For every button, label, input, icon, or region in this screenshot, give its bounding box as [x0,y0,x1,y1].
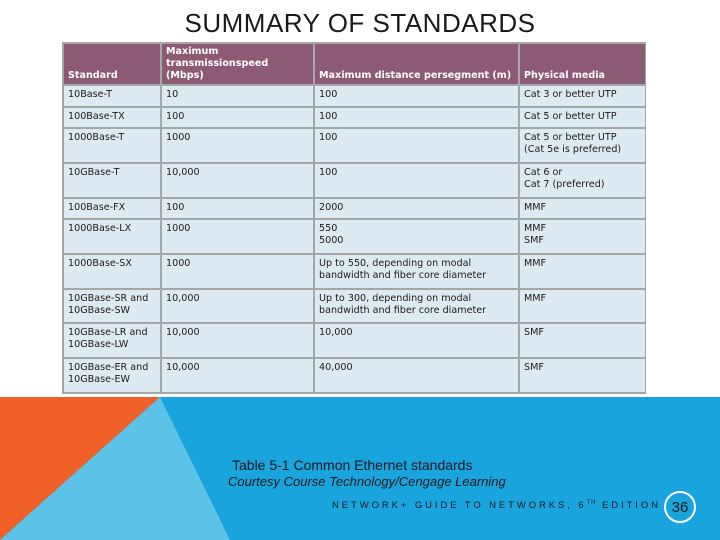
page-number-badge: 36 [664,491,696,523]
standards-table: Standard Maximum transmissionspeed (Mbps… [62,42,647,394]
standard-cell: 10Base-T [64,86,160,106]
header-physical-media: Physical media [520,44,645,84]
distance-cell: 40,000 [315,359,518,392]
speed-cell: 1000 [162,220,313,254]
distance-cell: 100 [315,86,518,106]
distance-cell: 550 5000 [315,220,518,254]
distance-cell: Up to 550, depending on modal bandwidth a… [315,255,518,288]
distance-cell: 100 [315,129,518,162]
standard-cell: 1000Base-SX [64,255,160,288]
table-row: 10GBase-T 10,000 100 Cat 6 or Cat 7 (preferr… [64,163,645,197]
distance-cell: Up to 300, depending on modal bandwidth a… [315,289,518,323]
header-standard: Standard [64,44,160,84]
media-cell: SMF [520,324,645,358]
decorative-footer-band [0,397,720,540]
table-row: 1000Base-LX 1000 550 5000 MMF SMF [64,220,645,254]
distance-cell: 2000 [315,198,518,219]
standard-cell: 10GBase-LR and 10GBase-LW [64,324,160,358]
media-cell: Cat 6 or Cat 7 (preferred) [520,163,645,197]
media-cell: Cat 5 or better UTP [520,107,645,128]
table-row: 100Base-FX 100 2000 MMF [64,198,645,219]
table-body: 10Base-T 10 100 Cat 3 or better UTP 100Base-… [64,86,645,392]
speed-cell: 1000 [162,129,313,162]
media-cell: MMF [520,255,645,288]
table-row: 10GBase-LR and 10GBase-LW 10,000 10,000 SMF [64,324,645,358]
media-cell: Cat 3 or better UTP [520,86,645,106]
table-header-row: Standard Maximum transmissionspeed (Mbps… [64,44,645,84]
header-max-distance: Maximum distance persegment (m) [315,44,518,84]
table-row: 100Base-TX 100 100 Cat 5 or better UTP [64,107,645,128]
distance-cell: 10,000 [315,324,518,358]
speed-cell: 10,000 [162,163,313,197]
standard-cell: 100Base-FX [64,198,160,219]
standard-cell: 1000Base-LX [64,220,160,254]
standard-cell: 10GBase-ER and 10GBase-EW [64,359,160,392]
distance-cell: 100 [315,163,518,197]
table-row: 1000Base-T 1000 100 Cat 5 or better UTP (Cat… [64,129,645,162]
standard-cell: 100Base-TX [64,107,160,128]
footer-book-title: NETWORK+ GUIDE TO NETWORKS, 6TH EDITION [332,500,661,512]
page-number: 36 [671,498,689,516]
table-row: 1000Base-SX 1000 Up to 550, depending on m… [64,255,645,288]
header-max-speed: Maximum transmissionspeed (Mbps) [162,44,313,84]
speed-cell: 1000 [162,255,313,288]
light-blue-triangle [0,397,230,540]
standards-table-container: Standard Maximum transmissionspeed (Mbps… [62,42,646,394]
media-cell: MMF SMF [520,220,645,254]
media-cell: Cat 5 or better UTP (Cat 5e is preferred) [520,129,645,162]
media-cell: MMF [520,198,645,219]
speed-cell: 100 [162,198,313,219]
distance-cell: 100 [315,107,518,128]
table-caption: Table 5-1 Common Ethernet standards [232,457,473,473]
slide-title: SUMMARY OF STANDARDS [184,8,536,38]
table-row: 10GBase-ER and 10GBase-EW 10,000 40,000 SMF [64,359,645,392]
speed-cell: 10 [162,86,313,106]
speed-cell: 100 [162,107,313,128]
media-cell: SMF [520,359,645,392]
standard-cell: 10GBase-SR and 10GBase-SW [64,289,160,323]
courtesy-credit: Courtesy Course Technology/Cengage Learn… [228,474,506,489]
speed-cell: 10,000 [162,359,313,392]
speed-cell: 10,000 [162,324,313,358]
table-row: 10Base-T 10 100 Cat 3 or better UTP [64,86,645,106]
standard-cell: 10GBase-T [64,163,160,197]
speed-cell: 10,000 [162,289,313,323]
media-cell: MMF [520,289,645,323]
table-row: 10GBase-SR and 10GBase-SW 10,000 Up to 300,… [64,289,645,323]
decorative-triangles [0,397,720,540]
standard-cell: 1000Base-T [64,129,160,162]
